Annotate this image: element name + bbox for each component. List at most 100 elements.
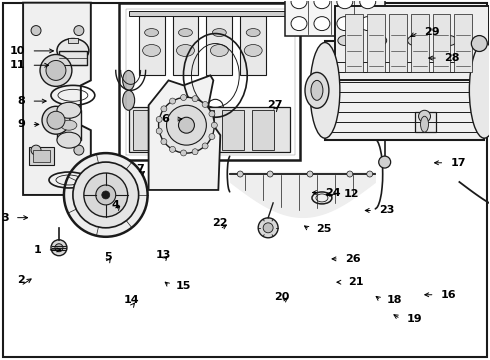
Bar (33, 150, 50, 162)
Text: 3: 3 (1, 213, 9, 222)
Bar (252, 110, 274, 150)
Ellipse shape (192, 149, 198, 155)
Ellipse shape (338, 36, 352, 45)
Text: 19: 19 (406, 314, 422, 324)
Bar (59, 50, 87, 66)
Ellipse shape (31, 26, 41, 36)
Ellipse shape (202, 102, 208, 108)
Ellipse shape (237, 171, 243, 177)
Bar (415, 112, 437, 132)
Text: 28: 28 (444, 53, 460, 63)
Text: 17: 17 (450, 158, 466, 168)
Ellipse shape (178, 117, 195, 133)
Ellipse shape (202, 143, 208, 149)
Text: 12: 12 (344, 189, 360, 199)
Ellipse shape (143, 45, 161, 57)
Ellipse shape (244, 45, 262, 57)
Text: 22: 22 (212, 218, 227, 228)
Bar (367, 14, 385, 72)
Ellipse shape (57, 39, 89, 62)
Text: 11: 11 (10, 60, 25, 70)
Text: 24: 24 (325, 188, 341, 198)
Ellipse shape (442, 36, 456, 45)
Bar (222, 110, 244, 150)
Text: 18: 18 (387, 295, 402, 305)
Bar (325, 41, 484, 140)
Ellipse shape (263, 223, 273, 233)
Bar (193, 110, 214, 150)
Text: 16: 16 (441, 290, 456, 300)
Ellipse shape (84, 173, 128, 217)
Bar (172, 15, 198, 75)
Ellipse shape (209, 111, 215, 117)
Ellipse shape (246, 28, 260, 37)
Ellipse shape (74, 26, 84, 36)
Ellipse shape (161, 139, 167, 145)
Ellipse shape (314, 0, 330, 9)
Bar (129, 11, 290, 15)
Text: 26: 26 (345, 254, 361, 264)
Text: 10: 10 (10, 46, 25, 56)
Text: 6: 6 (161, 114, 169, 124)
Ellipse shape (291, 17, 307, 31)
Ellipse shape (156, 116, 162, 122)
Bar (163, 110, 184, 150)
Text: 7: 7 (136, 164, 144, 174)
Ellipse shape (74, 145, 84, 155)
Ellipse shape (420, 116, 429, 132)
Ellipse shape (180, 94, 187, 100)
Ellipse shape (367, 171, 373, 177)
Ellipse shape (408, 36, 421, 45)
Text: 2: 2 (17, 275, 24, 285)
Ellipse shape (311, 80, 323, 100)
Text: 9: 9 (18, 120, 25, 129)
Text: 20: 20 (274, 292, 290, 302)
Bar (240, 15, 266, 75)
Ellipse shape (61, 120, 77, 130)
Bar (345, 14, 363, 72)
Text: 15: 15 (175, 281, 191, 291)
Bar (119, 3, 300, 160)
Bar (29, 147, 54, 165)
Ellipse shape (176, 45, 195, 57)
Ellipse shape (258, 218, 278, 238)
Ellipse shape (73, 162, 139, 228)
Ellipse shape (64, 153, 147, 237)
Text: 13: 13 (155, 250, 171, 260)
Text: 25: 25 (316, 225, 331, 234)
Ellipse shape (210, 45, 228, 57)
Ellipse shape (314, 17, 330, 31)
Bar (133, 110, 154, 150)
Ellipse shape (31, 145, 41, 155)
Text: 23: 23 (379, 206, 394, 216)
Bar (454, 14, 472, 72)
Bar (139, 15, 165, 75)
Ellipse shape (347, 171, 353, 177)
Ellipse shape (42, 106, 70, 134)
Ellipse shape (57, 132, 81, 148)
Polygon shape (23, 3, 91, 195)
Ellipse shape (360, 0, 376, 9)
Ellipse shape (211, 122, 218, 128)
Bar (129, 107, 290, 152)
Ellipse shape (170, 147, 175, 152)
Ellipse shape (180, 150, 187, 156)
Text: 21: 21 (348, 277, 364, 287)
Ellipse shape (337, 0, 353, 9)
Ellipse shape (178, 28, 193, 37)
Ellipse shape (122, 71, 135, 90)
Text: 29: 29 (424, 27, 440, 37)
Ellipse shape (469, 42, 490, 138)
Text: 1: 1 (34, 245, 42, 255)
Ellipse shape (337, 17, 353, 31)
Ellipse shape (291, 0, 307, 9)
Ellipse shape (418, 110, 431, 122)
Bar (411, 14, 429, 72)
Ellipse shape (307, 171, 313, 177)
Text: 27: 27 (267, 100, 282, 110)
Bar (433, 14, 450, 72)
Ellipse shape (159, 97, 214, 153)
Ellipse shape (145, 28, 159, 37)
Ellipse shape (57, 102, 81, 118)
Ellipse shape (212, 28, 226, 37)
